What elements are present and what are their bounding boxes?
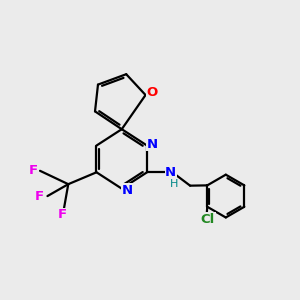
Text: O: O bbox=[146, 86, 158, 99]
Text: F: F bbox=[34, 190, 44, 202]
Text: N: N bbox=[165, 166, 176, 179]
Text: N: N bbox=[147, 138, 158, 151]
Text: F: F bbox=[29, 164, 38, 177]
Text: H: H bbox=[169, 179, 178, 189]
Text: Cl: Cl bbox=[201, 213, 215, 226]
Text: F: F bbox=[58, 208, 67, 221]
Text: N: N bbox=[122, 184, 133, 196]
